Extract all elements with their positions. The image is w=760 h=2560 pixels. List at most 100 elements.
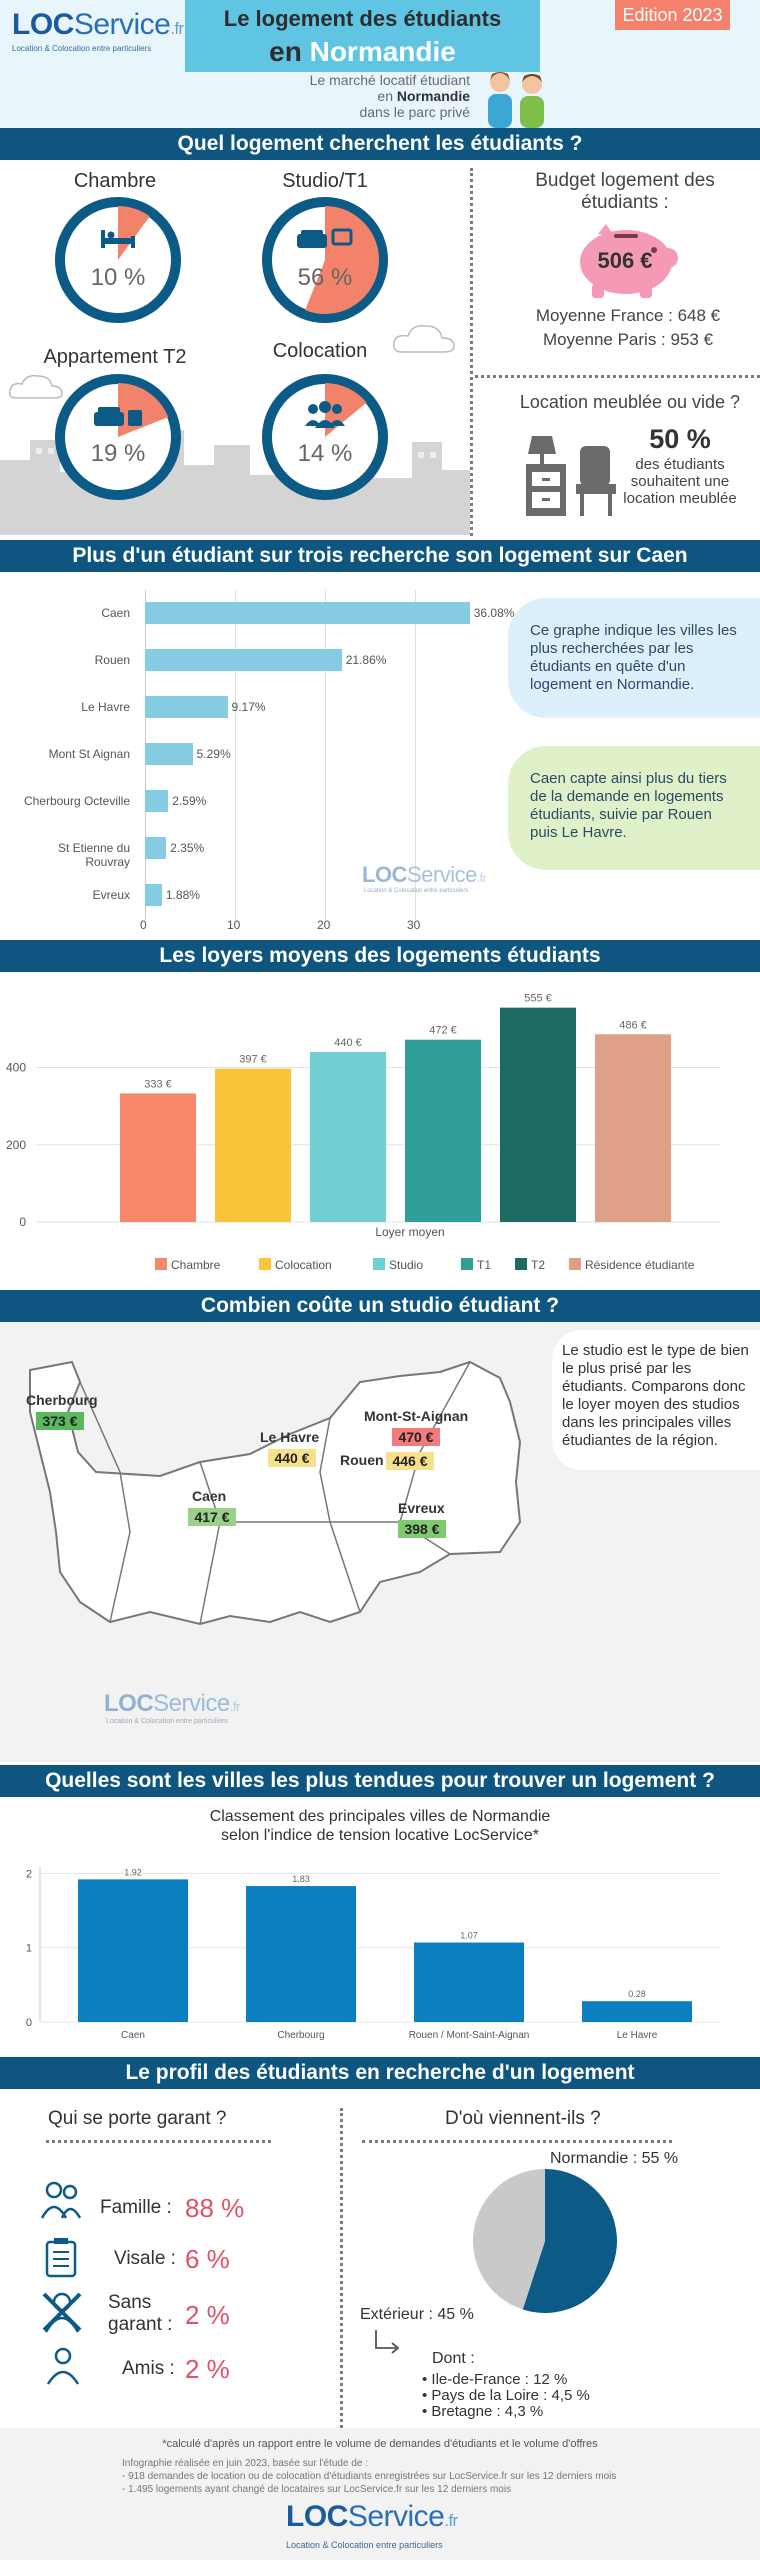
rent-legend-label: T2 <box>531 1258 545 1272</box>
tension-ytick: 1 <box>26 1943 32 1955</box>
rent-value-label: 440 € <box>334 1037 362 1049</box>
normandie-map <box>29 1360 522 1626</box>
hb-value-label: 21.86% <box>345 653 387 667</box>
hb-category-label: St Etienne du Rouvray <box>57 841 130 869</box>
hb-category-label: Rouen <box>94 653 130 667</box>
section3-banner: Les loyers moyens des logements étudiant… <box>0 940 760 972</box>
people-group-icon <box>305 401 345 428</box>
hb-bar <box>145 743 193 765</box>
hb-grid-20 <box>325 590 326 920</box>
hb-grid-10 <box>235 590 236 920</box>
logo-fr: .fr <box>170 20 184 38</box>
garant-value-famille: 88 % <box>185 2193 245 2223</box>
hb-bar <box>145 602 470 624</box>
subtitle: Le marché locatif étudiant en Normandie … <box>215 72 470 120</box>
city-name-caen: Caen <box>192 1488 227 1504</box>
garant-label-amis: Amis : <box>122 2358 175 2379</box>
rent-bar <box>215 1068 291 1222</box>
rent-ytick: 0 <box>19 1215 26 1229</box>
footer-logo[interactable]: LOCService.fr <box>286 2500 458 2534</box>
hb-bar <box>145 837 167 859</box>
hb-category-label: Le Havre <box>81 700 130 714</box>
origin-normandie: Normandie : 55 % <box>550 2150 679 2167</box>
garant-title: Qui se porte garant ? <box>48 2108 227 2129</box>
tension-bar <box>246 1886 356 2022</box>
donut-label-colocation: Colocation <box>272 340 368 362</box>
garant-value-sans-garant: 2 % <box>185 2300 230 2330</box>
hb-category-label: Cherbourg Octeville <box>23 794 130 808</box>
city-price-cherbourg: 373 € <box>36 1412 84 1430</box>
footer-info-3: - 1.495 logements ayant changé de locata… <box>122 2484 512 2495</box>
cloud-icon-left <box>8 374 63 399</box>
section4-banner: Combien coûte un studio étudiant ? <box>0 1290 760 1322</box>
logo-tagline: Location & Colocation entre particuliers <box>12 44 152 53</box>
hb-category-label: Evreux <box>92 888 130 902</box>
student-body-2 <box>520 96 544 128</box>
subtitle-line1: Le marché locatif étudiant <box>309 72 470 88</box>
section2-banner: Plus d'un étudiant sur trois recherche s… <box>0 540 760 572</box>
rent-xlabel: Loyer moyen <box>375 1225 444 1239</box>
footer-note: *calculé d'après un rapport entre le vol… <box>162 2438 598 2450</box>
garant-label-sans-garant: Sans garant : <box>108 2292 173 2335</box>
origin-dont-item-text: Bretagne : 4,3 % <box>431 2403 544 2420</box>
wm-service: Service <box>406 862 477 887</box>
rent-bar <box>595 1034 671 1222</box>
origin-pie <box>473 2169 617 2313</box>
title-en: en <box>269 36 302 67</box>
rent-legend-swatch <box>569 1258 581 1270</box>
tension-value-label: 0.28 <box>628 1989 646 1999</box>
tension-bar <box>582 2001 692 2022</box>
donut-label-studio: Studio/T1 <box>282 170 368 192</box>
footer <box>0 2428 760 2560</box>
page-title-region: en Normandie <box>185 36 540 68</box>
garant-label-visale: Visale : <box>114 2248 176 2269</box>
footer-info-1: Infographie réalisée en juin 2023, basée… <box>122 2458 368 2469</box>
tension-ytick: 2 <box>26 1868 32 1880</box>
hb-value-label: 2.35% <box>170 841 205 855</box>
rent-legend-label: Studio <box>389 1258 423 1272</box>
meuble-title: Location meublée ou vide ? <box>519 392 741 412</box>
origin-pie-slice <box>522 2169 617 2313</box>
furniture-icon <box>526 436 616 516</box>
origin-dont: Dont : <box>432 2350 475 2367</box>
donut-pct-colocation: 14 % <box>297 440 353 467</box>
title-region: Normandie <box>309 36 456 67</box>
tension-bar <box>414 1942 524 2022</box>
garant-value-visale: 6 % <box>185 2244 230 2274</box>
city-price-rouen: 446 € <box>386 1452 434 1470</box>
header: LOCService.fr Location & Colocation entr… <box>0 0 760 128</box>
origin-dont-item-text: Pays de la Loire : 4,5 % <box>431 2387 590 2404</box>
student-head-1 <box>490 72 510 92</box>
page-title: Le logement des étudiants <box>223 6 502 31</box>
city-price-mont-st-aignan: 470 € <box>392 1428 440 1446</box>
student-body-1 <box>488 94 512 128</box>
donut-label-t2: Appartement T2 <box>43 346 187 368</box>
section6-vertical-separator <box>340 2108 343 2428</box>
rent-legend-swatch <box>373 1258 385 1270</box>
budget-value: 506 € <box>597 248 653 273</box>
tension-value-label: 1.83 <box>292 1874 310 1884</box>
rent-bar <box>405 1039 481 1222</box>
hb-xtick: 10 <box>227 918 241 932</box>
subtitle-region: Normandie <box>396 88 470 104</box>
studio-callout: Le studio est le type de bien le plus pr… <box>552 1330 760 1470</box>
students-illustration <box>488 72 544 128</box>
tension-category-label: Rouen / Mont-Saint-Aignan <box>409 2030 530 2041</box>
footer-logo-loc: LOC <box>286 2500 348 2533</box>
hb-value-label: 2.59% <box>172 794 207 808</box>
tension-value-label: 1.07 <box>460 1931 478 1941</box>
hb-xtick: 20 <box>317 918 331 932</box>
logo[interactable]: LOCService.fr <box>12 8 184 42</box>
city-price-caen: 417 € <box>188 1508 236 1526</box>
bed-icon <box>101 230 135 248</box>
rent-chart: 0 200 400 333 € 397 € 440 € 472 € 555 € 486 € Loy… <box>6 993 720 1272</box>
origin-dont-item: • Bretagne : 4,3 % <box>422 2403 544 2420</box>
origin-dont-item: • Ile-de-France : 12 % <box>422 2371 568 2388</box>
wm-map-service: Service <box>153 1690 230 1717</box>
wm-fr: .fr <box>476 871 487 885</box>
section6-banner: Le profil des étudiants en recherche d'u… <box>0 2057 760 2089</box>
rent-legend-swatch <box>515 1258 527 1270</box>
subtitle-line2: en Normandie <box>215 88 470 104</box>
donut-t2 <box>55 374 181 500</box>
donut-slice <box>305 206 379 314</box>
